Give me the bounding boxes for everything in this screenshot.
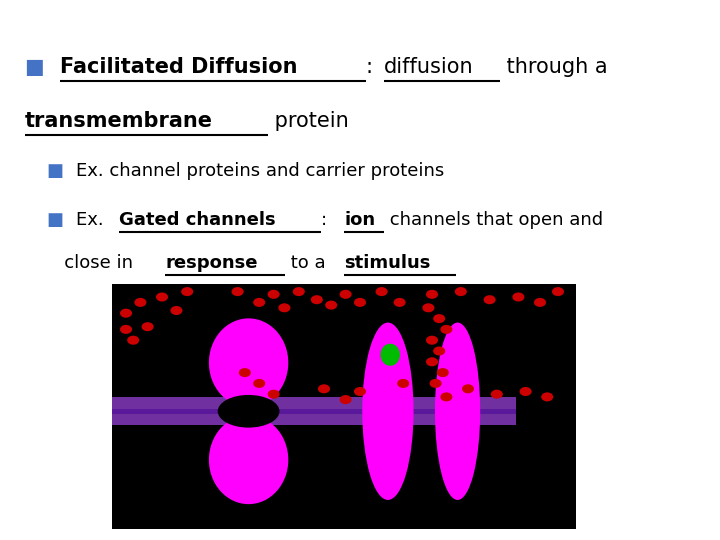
Circle shape [279, 303, 290, 312]
Circle shape [376, 287, 387, 296]
Circle shape [325, 301, 337, 309]
Circle shape [311, 295, 323, 304]
Circle shape [232, 287, 243, 296]
Circle shape [520, 387, 531, 396]
Circle shape [426, 290, 438, 299]
Text: stimulus: stimulus [344, 254, 431, 272]
Circle shape [433, 314, 445, 323]
Circle shape [156, 293, 168, 301]
Circle shape [268, 290, 279, 299]
Circle shape [491, 390, 503, 399]
Text: ion: ion [344, 211, 375, 228]
Text: ■: ■ [25, 57, 53, 77]
Text: through a: through a [500, 57, 608, 77]
Circle shape [127, 336, 139, 345]
Ellipse shape [209, 319, 288, 407]
Circle shape [423, 303, 434, 312]
Circle shape [394, 298, 405, 307]
Bar [112, 284, 576, 529]
Circle shape [455, 287, 467, 296]
Ellipse shape [362, 322, 413, 500]
Text: response: response [165, 254, 258, 272]
Circle shape [433, 347, 445, 355]
Bar [112, 397, 516, 426]
Circle shape [354, 298, 366, 307]
Circle shape [340, 290, 351, 299]
Text: Ex. channel proteins and carrier proteins: Ex. channel proteins and carrier protein… [76, 162, 444, 180]
Circle shape [426, 357, 438, 366]
Circle shape [135, 298, 146, 307]
Ellipse shape [380, 343, 400, 366]
Circle shape [441, 325, 452, 334]
Ellipse shape [435, 322, 480, 500]
Circle shape [120, 309, 132, 318]
Circle shape [268, 390, 279, 399]
Circle shape [426, 336, 438, 345]
Bar [112, 409, 516, 414]
Text: Facilitated Diffusion: Facilitated Diffusion [60, 57, 297, 77]
Circle shape [239, 368, 251, 377]
Circle shape [181, 287, 193, 296]
Circle shape [142, 322, 153, 331]
Circle shape [318, 384, 330, 393]
Text: close in: close in [47, 254, 138, 272]
Circle shape [441, 393, 452, 401]
Circle shape [253, 298, 265, 307]
Text: diffusion: diffusion [384, 57, 474, 77]
Text: :: : [366, 57, 380, 77]
Circle shape [354, 387, 366, 396]
Text: Ex.: Ex. [76, 211, 109, 228]
Text: Gated channels: Gated channels [120, 211, 276, 228]
Text: ■: ■ [47, 162, 70, 180]
Circle shape [534, 298, 546, 307]
Ellipse shape [209, 415, 288, 504]
Circle shape [437, 368, 449, 377]
Circle shape [253, 379, 265, 388]
Circle shape [552, 287, 564, 296]
Text: to a: to a [284, 254, 331, 272]
Circle shape [293, 287, 305, 296]
Text: channels that open and: channels that open and [384, 211, 603, 228]
Circle shape [430, 379, 441, 388]
Circle shape [484, 295, 495, 304]
Ellipse shape [217, 395, 279, 428]
Text: transmembrane: transmembrane [25, 111, 213, 131]
Circle shape [171, 306, 182, 315]
Text: ■: ■ [47, 211, 70, 228]
Circle shape [513, 293, 524, 301]
Circle shape [120, 325, 132, 334]
Circle shape [541, 393, 553, 401]
Circle shape [462, 384, 474, 393]
Circle shape [397, 379, 409, 388]
Text: protein: protein [268, 111, 348, 131]
Circle shape [340, 395, 351, 404]
Text: :: : [321, 211, 339, 228]
